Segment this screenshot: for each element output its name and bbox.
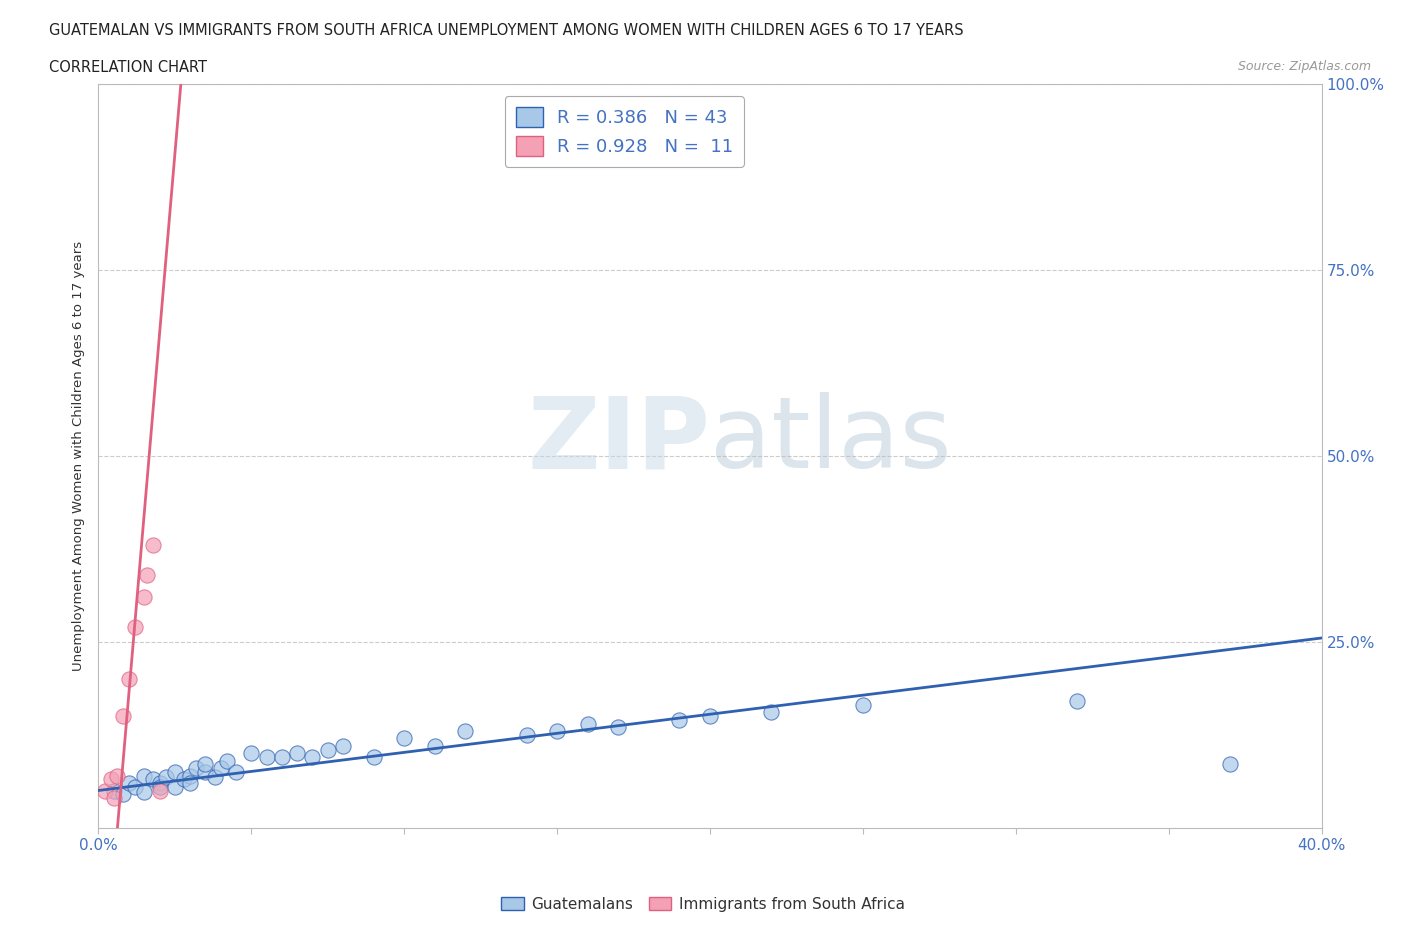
Point <box>301 750 323 764</box>
Point <box>285 746 308 761</box>
Point <box>149 776 172 790</box>
Text: GUATEMALAN VS IMMIGRANTS FROM SOUTH AFRICA UNEMPLOYMENT AMONG WOMEN WITH CHILDRE: GUATEMALAN VS IMMIGRANTS FROM SOUTH AFRI… <box>49 23 965 38</box>
Point <box>149 783 172 798</box>
Point <box>124 779 146 794</box>
Point <box>516 727 538 742</box>
Point <box>134 785 156 800</box>
Point <box>142 538 165 552</box>
Point <box>155 770 177 785</box>
Point <box>124 619 146 634</box>
Point <box>111 709 134 724</box>
Text: CORRELATION CHART: CORRELATION CHART <box>49 60 207 75</box>
Point <box>93 783 115 798</box>
Point <box>392 731 416 746</box>
Point <box>546 724 568 738</box>
Point <box>136 567 159 582</box>
Point <box>103 790 125 805</box>
Point <box>852 698 875 712</box>
Text: ZIP: ZIP <box>527 392 710 489</box>
Point <box>105 768 128 783</box>
Point <box>423 738 446 753</box>
Point <box>118 671 141 686</box>
Point <box>668 712 690 727</box>
Point <box>699 709 721 724</box>
Point <box>316 742 339 757</box>
Point <box>204 770 226 785</box>
Point <box>576 716 599 731</box>
Point <box>100 772 122 787</box>
Point <box>163 779 186 794</box>
Point <box>149 779 172 794</box>
Point <box>194 757 217 772</box>
Point <box>225 764 247 779</box>
Point <box>194 764 217 779</box>
Point <box>209 761 232 776</box>
Legend: Guatemalans, Immigrants from South Africa: Guatemalans, Immigrants from South Afric… <box>495 890 911 918</box>
Point <box>173 772 195 787</box>
Point <box>103 783 125 798</box>
Point <box>215 753 238 768</box>
Text: atlas: atlas <box>710 392 952 489</box>
Point <box>134 768 156 783</box>
Point <box>111 787 134 802</box>
Point <box>163 764 186 779</box>
Point <box>240 746 263 761</box>
Point <box>186 761 208 776</box>
Point <box>270 750 292 764</box>
Point <box>332 738 354 753</box>
Text: Source: ZipAtlas.com: Source: ZipAtlas.com <box>1237 60 1371 73</box>
Point <box>759 705 782 720</box>
Point <box>454 724 477 738</box>
Legend: R = 0.386   N = 43, R = 0.928   N =  11: R = 0.386 N = 43, R = 0.928 N = 11 <box>505 97 744 166</box>
Point <box>256 750 278 764</box>
Point <box>142 772 165 787</box>
Point <box>134 590 156 604</box>
Point <box>1066 694 1088 709</box>
Point <box>363 750 385 764</box>
Y-axis label: Unemployment Among Women with Children Ages 6 to 17 years: Unemployment Among Women with Children A… <box>72 241 86 671</box>
Point <box>118 776 141 790</box>
Point <box>179 776 201 790</box>
Point <box>179 768 201 783</box>
Point <box>607 720 630 735</box>
Point <box>1219 757 1241 772</box>
